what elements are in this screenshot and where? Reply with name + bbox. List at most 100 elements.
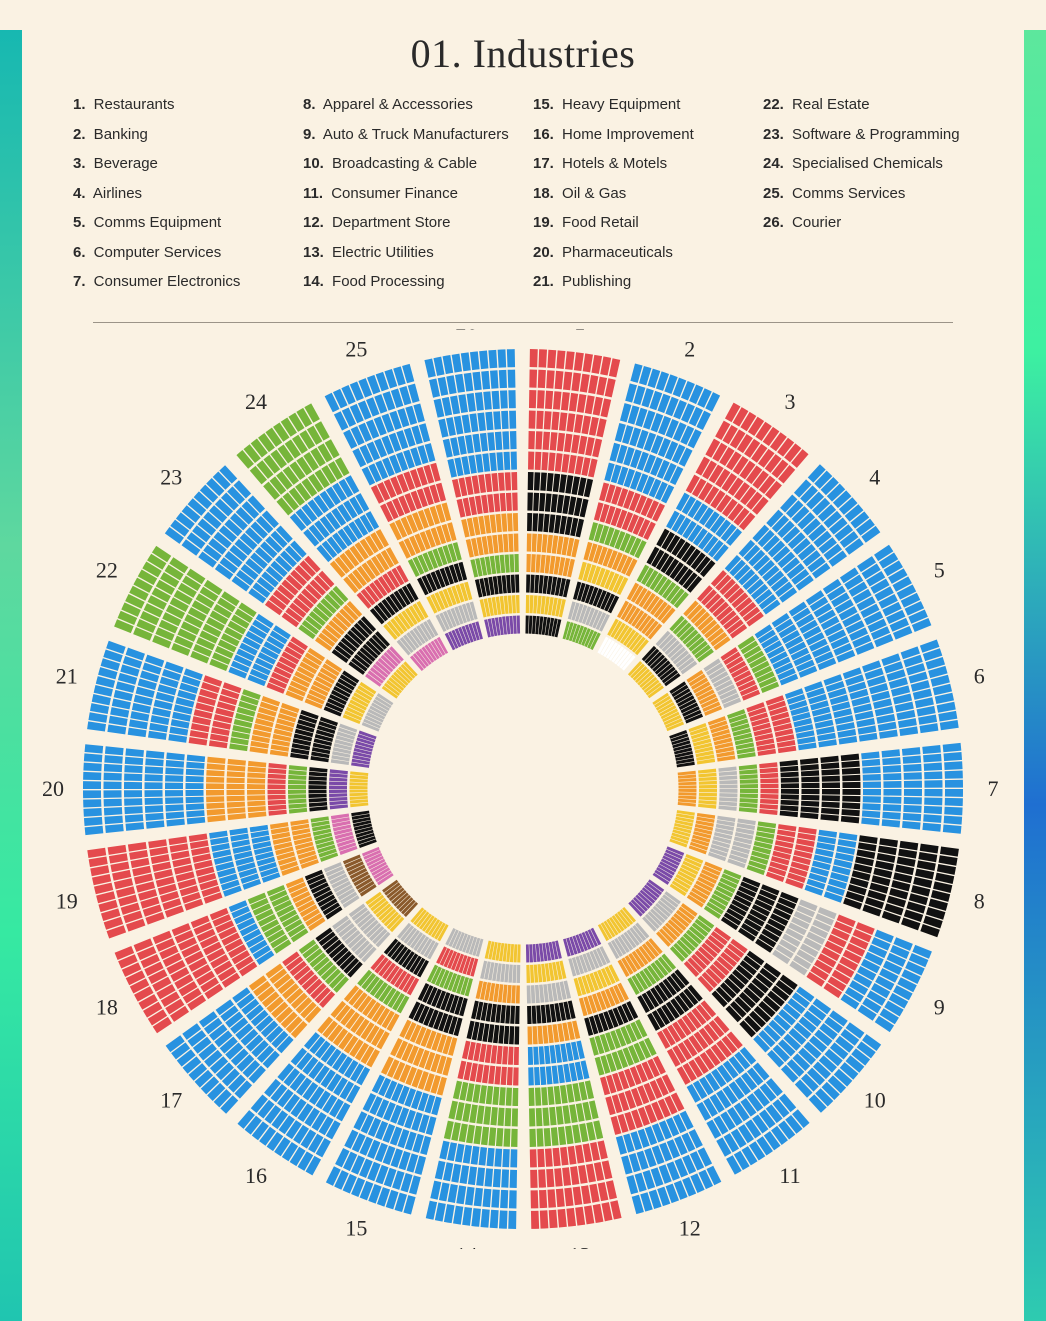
radial-cell — [924, 797, 942, 805]
radial-cell — [268, 762, 286, 768]
radial-cell — [536, 1005, 541, 1023]
radial-cell — [516, 595, 520, 613]
sector-label: 20 — [43, 776, 64, 801]
radial-cell — [165, 775, 183, 782]
radial-cell — [883, 789, 901, 796]
radial-cell — [923, 753, 942, 762]
radial-cell — [883, 765, 901, 773]
radial-cell — [538, 1169, 546, 1187]
radial-cell — [539, 1046, 545, 1064]
radial-cell — [145, 782, 163, 789]
radial-cell — [485, 473, 492, 492]
radial-cell — [699, 789, 717, 792]
radial-cell — [573, 1186, 583, 1205]
radial-cell — [528, 1046, 533, 1064]
radial-cell — [719, 797, 737, 802]
legend-item: 9. Auto & Truck Manufacturers — [303, 125, 513, 145]
radial-cell — [500, 390, 508, 408]
radial-cell — [453, 1205, 463, 1224]
radial-cell — [542, 1025, 548, 1043]
radial-cell — [533, 1046, 539, 1064]
radial-cell — [477, 412, 486, 431]
radial-cell — [124, 765, 142, 773]
radial-cell — [531, 1190, 539, 1208]
radial-cell — [104, 798, 122, 806]
radial-cell — [512, 1108, 518, 1126]
sector-label: 13 — [569, 1242, 591, 1248]
radial-cell — [505, 1005, 510, 1023]
radial-cell — [104, 755, 122, 764]
radial-cell — [535, 431, 542, 449]
radial-cell — [526, 944, 529, 962]
radial-cell — [565, 351, 575, 370]
legend-item-label: Auto & Truck Manufacturers — [320, 126, 509, 143]
radial-cell — [488, 349, 497, 367]
radial-cell — [801, 806, 819, 812]
radial-cell — [501, 410, 508, 428]
radial-cell — [470, 351, 480, 370]
radial-cell — [920, 723, 939, 733]
radial-cell — [556, 1188, 565, 1207]
radial-cell — [922, 744, 941, 753]
radial-cell — [469, 413, 478, 432]
radial-cell — [248, 811, 266, 817]
sector-label: 11 — [779, 1162, 800, 1187]
legend-item-label: Electric Utilities — [328, 244, 434, 261]
radial-cell — [500, 554, 506, 572]
sector-label: 5 — [934, 557, 945, 582]
radial-cell — [308, 785, 326, 789]
radial-cell — [740, 779, 758, 784]
radial-cell — [899, 726, 918, 736]
radial-cell — [309, 776, 327, 781]
legend-item: 21. Publishing — [533, 272, 743, 292]
radial-cell — [536, 1107, 543, 1125]
radial-cell — [559, 412, 568, 431]
radial-cell — [485, 411, 493, 430]
radial-cell — [247, 772, 265, 778]
radial-cell — [104, 763, 122, 771]
radial-cell — [821, 801, 839, 807]
radial-cell — [483, 391, 492, 410]
radial-cell — [781, 777, 799, 782]
radial-cell — [90, 703, 109, 714]
radial-cell — [350, 782, 368, 785]
legend-item: 17. Hotels & Motels — [533, 154, 743, 174]
radial-cell — [288, 789, 306, 793]
radial-cell — [494, 1148, 502, 1166]
radial-cell — [760, 778, 778, 783]
radial-cell — [513, 615, 517, 633]
radial-cell — [698, 800, 716, 805]
radial-cell — [476, 1105, 484, 1124]
radial-cell — [89, 856, 108, 867]
radial-cell — [699, 792, 717, 796]
radial-cell — [496, 452, 503, 470]
radial-cell — [780, 805, 798, 811]
sector-label: 19 — [56, 888, 78, 913]
radial-cell — [329, 796, 347, 800]
radial-cell — [529, 944, 533, 962]
radial-cell — [563, 371, 572, 390]
radial-cell — [552, 1065, 559, 1083]
legend-item-label: Food Retail — [558, 214, 639, 231]
radial-cell — [589, 1183, 599, 1202]
radial-cell — [145, 797, 163, 804]
radial-cell — [557, 432, 565, 451]
radial-cell — [562, 453, 570, 472]
radial-cell — [882, 819, 901, 827]
radial-cell — [551, 411, 559, 430]
radial-cell — [90, 865, 109, 876]
radial-cell — [570, 1166, 579, 1185]
radial-cell — [546, 1168, 554, 1186]
legend-item-number: 6. — [73, 244, 86, 261]
radial-cell — [739, 769, 757, 774]
radial-cell — [528, 451, 534, 469]
radial-cell — [924, 780, 942, 788]
radial-cell — [511, 985, 515, 1003]
radial-cell — [472, 371, 481, 390]
radial-cell — [207, 763, 225, 770]
radial-cell — [859, 835, 878, 844]
legend-item-label: Software & Programming — [788, 126, 960, 143]
radial-cell — [511, 472, 517, 490]
legend-item-number: 13. — [303, 244, 324, 261]
radial-cell — [562, 1167, 571, 1186]
